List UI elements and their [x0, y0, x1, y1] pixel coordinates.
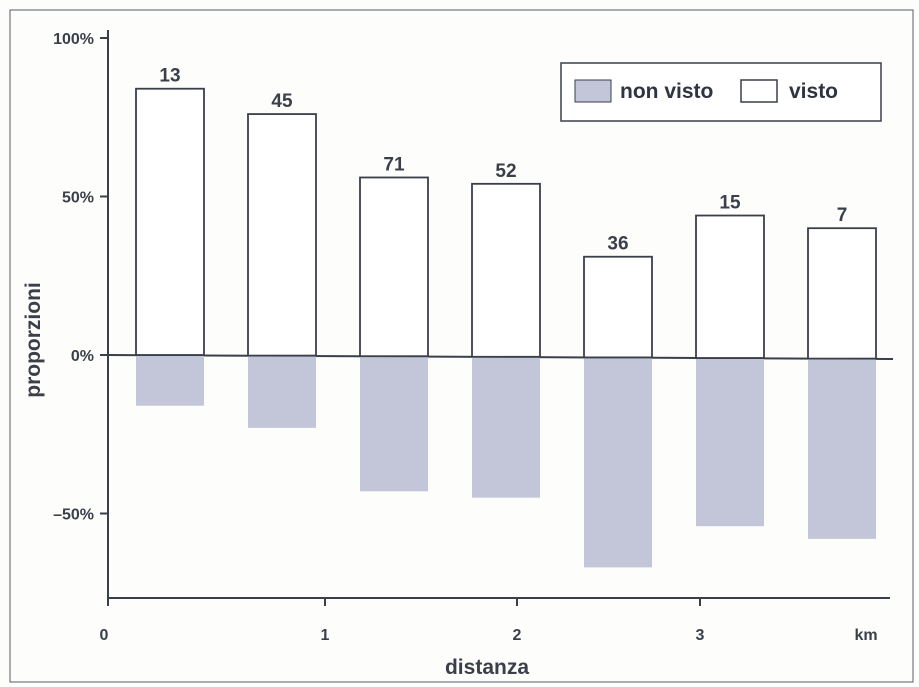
bar-non-visto — [360, 357, 428, 492]
x-tick-label: 2 — [513, 627, 522, 644]
bar-visto — [135, 87, 205, 356]
bar-visto — [807, 227, 877, 360]
y-tick-label: 50% — [62, 190, 94, 207]
bar-count-label: 36 — [607, 234, 628, 255]
x-tick-label: 0 — [100, 627, 109, 644]
bar-count-label: 7 — [837, 205, 848, 226]
bar-visto — [583, 255, 653, 359]
bar-count-label: 13 — [159, 66, 180, 87]
bar-count-label: 45 — [271, 91, 293, 112]
bar-non-visto — [696, 359, 764, 527]
bar-non-visto — [584, 358, 652, 568]
legend-label-non-visto: non visto — [620, 80, 713, 103]
bar-count-label: 15 — [719, 193, 741, 214]
bar-visto — [695, 214, 765, 359]
x-unit-label: km — [854, 627, 877, 644]
x-tick-label: 1 — [321, 627, 330, 644]
legend-label-visto: visto — [789, 80, 838, 103]
x-tick-label: 3 — [696, 627, 705, 644]
bar-non-visto — [248, 356, 316, 428]
y-tick-label: –50% — [53, 507, 94, 524]
x-axis-title: distanza — [445, 656, 529, 679]
y-tick-label: 100% — [53, 31, 94, 48]
chart-frame — [9, 9, 914, 683]
legend-box — [560, 62, 882, 122]
bar-non-visto — [472, 357, 540, 498]
legend-swatch-visto — [740, 79, 778, 103]
bars-group: 13 45 71 52 36 15 7 — [135, 66, 877, 568]
legend: non visto visto — [560, 62, 882, 122]
bar-count-label: 52 — [495, 161, 516, 182]
legend-swatch-non-visto — [574, 79, 612, 103]
y-tick-label: 0% — [71, 348, 94, 365]
bar-count-label: 71 — [383, 154, 405, 175]
bar-visto — [247, 113, 317, 357]
bar-visto — [359, 176, 429, 358]
bar-visto — [471, 182, 541, 358]
y-ticks: 100% 50% 0% –50% — [53, 31, 108, 524]
x-ticks: 0 1 2 3 — [100, 598, 705, 644]
bar-non-visto — [808, 359, 876, 539]
bar-non-visto — [136, 356, 204, 406]
y-axis-title: proporzioni — [22, 282, 45, 397]
